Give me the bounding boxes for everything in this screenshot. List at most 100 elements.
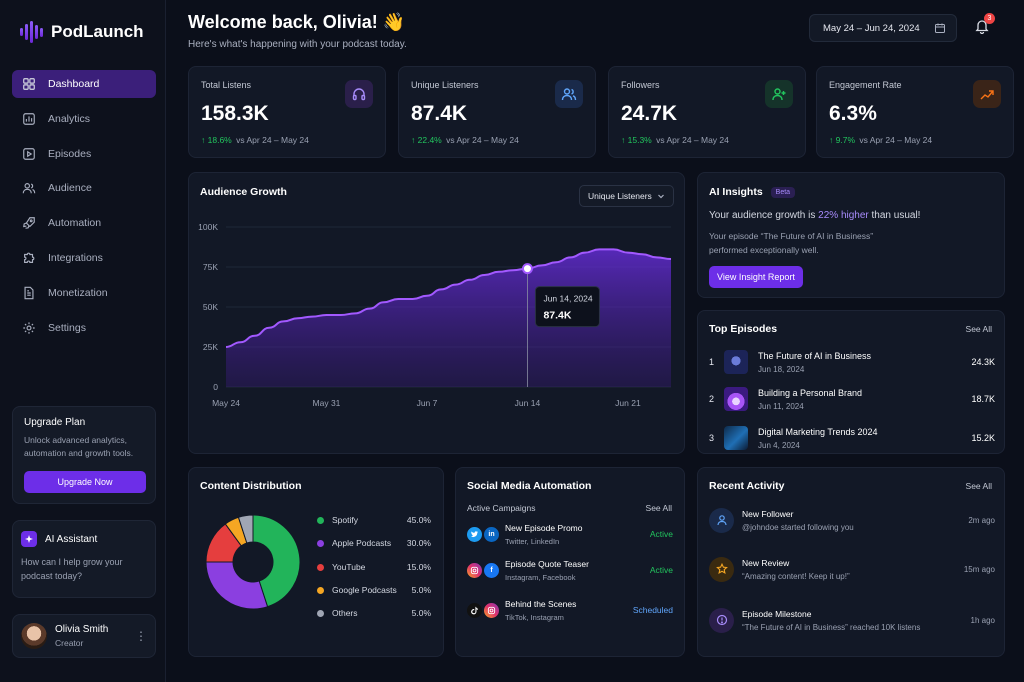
user-name: Olivia Smith (55, 624, 109, 635)
top-episodes-see-all-link[interactable]: See All (965, 324, 992, 334)
app-logo[interactable]: PodLaunch (20, 20, 144, 44)
legend-item: YouTube 15.0% (317, 560, 431, 574)
stat-value: 24.7K (621, 102, 678, 125)
user-role: Creator (55, 638, 84, 648)
date-range-picker[interactable]: May 24 – Jun 24, 2024 (809, 14, 957, 42)
campaigns-see-all-link[interactable]: See All (645, 503, 672, 513)
page-subtitle: Here's what's happening with your podcas… (188, 39, 407, 50)
user-profile[interactable]: Olivia Smith Creator ⋮ (12, 614, 156, 658)
stat-label: Unique Listeners (411, 80, 479, 90)
social-media-automation-card: Social Media Automation Active Campaigns… (455, 467, 685, 657)
episode-listens: 18.7K (971, 394, 995, 404)
episode-thumbnail (724, 426, 748, 450)
notifications-button[interactable]: 3 (974, 13, 995, 36)
more-options-icon[interactable]: ⋮ (135, 629, 147, 643)
social-automation-title: Social Media Automation (467, 480, 592, 492)
ai-spark-icon (21, 531, 37, 547)
campaign-platforms: Twitter, LinkedIn (505, 536, 560, 546)
activity-item[interactable]: New Follower @johndoe started following … (709, 505, 995, 535)
stat-value: 87.4K (411, 102, 468, 125)
activity-detail: “Amazing content! Keep it up!” (742, 571, 850, 581)
audience-growth-chart[interactable]: 0 25K 50K 75K 100K May 24 May 31 Jun 7 Jun 14 Jun… (189, 213, 686, 453)
avatar (21, 623, 47, 649)
episode-row[interactable]: 3 Digital Marketing Trends 2024 Jun 4, 2… (709, 423, 995, 453)
audience-growth-card: Audience Growth Unique Listeners 0 25K 50K… (188, 172, 685, 454)
sidebar-item-settings[interactable]: Settings (12, 314, 156, 342)
episode-date: Jun 4, 2024 (758, 440, 800, 450)
activity-item[interactable]: Episode Milestone “The Future of AI in B… (709, 605, 995, 635)
donut-slice (252, 514, 301, 608)
episode-thumbnail (724, 350, 748, 374)
facebook-icon: f (484, 562, 499, 578)
sidebar-item-label: Episodes (48, 147, 92, 160)
app-name: PodLaunch (51, 22, 144, 41)
grid-icon (23, 78, 35, 90)
x-tick-label: May 31 (313, 398, 341, 408)
welcome-header: Welcome back, Olivia! 👋 Here's what's ha… (188, 12, 407, 50)
sidebar-item-automation[interactable]: Automation (12, 209, 156, 237)
metric-dropdown[interactable]: Unique Listeners (579, 185, 674, 207)
star-icon (709, 556, 734, 582)
legend-item: Google Podcasts 5.0% (317, 583, 431, 597)
headphones-icon (345, 80, 373, 108)
tooltip-date: Jun 14, 2024 (543, 294, 592, 304)
main-content: Welcome back, Olivia! 👋 Here's what's ha… (166, 0, 1024, 682)
upgrade-title: Upgrade Plan (24, 417, 86, 428)
document-icon (24, 286, 34, 300)
sidebar: PodLaunch Dashboard Analytics Episodes A… (0, 0, 166, 682)
activity-time: 15m ago (963, 564, 995, 574)
campaign-status: Active (649, 529, 673, 539)
audience-growth-title: Audience Growth (200, 186, 287, 198)
stat-label: Total Listens (201, 80, 252, 90)
chart-tooltip (534, 286, 600, 328)
upgrade-now-button[interactable]: Upgrade Now (24, 471, 146, 493)
sidebar-item-monetization[interactable]: Monetization (12, 279, 156, 307)
campaign-platforms: TikTok, Instagram (505, 612, 564, 622)
sidebar-item-integrations[interactable]: Integrations (12, 244, 156, 272)
content-distribution-card: Content Distribution Spotify 45.0% Apple … (188, 467, 444, 657)
activity-item[interactable]: New Review “Amazing content! Keep it up!… (709, 554, 995, 584)
stat-delta: ↑ 9.7% vs Apr 24 – May 24 (829, 135, 933, 145)
ai-assistant-card[interactable]: AI Assistant How can I help grow your po… (12, 520, 156, 598)
episode-date: Jun 11, 2024 (758, 401, 804, 411)
legend-item: Spotify 45.0% (317, 513, 431, 527)
metric-dropdown-value: Unique Listeners (588, 191, 652, 201)
y-tick-label: 0 (213, 382, 218, 392)
sidebar-item-audience[interactable]: Audience (12, 174, 156, 202)
upgrade-plan-card: Upgrade Plan Unlock advanced analytics, … (12, 406, 156, 504)
y-tick-label: 50K (203, 302, 218, 312)
sidebar-item-dashboard[interactable]: Dashboard (12, 70, 156, 98)
users-icon (22, 183, 36, 194)
episode-listens: 24.3K (971, 357, 995, 367)
users-icon (555, 80, 583, 108)
twitter-icon (467, 526, 482, 542)
activity-time: 1h ago (970, 615, 995, 625)
campaign-row[interactable]: f Episode Quote Teaser Instagram, Facebo… (467, 556, 673, 584)
activity-time: 2m ago (968, 515, 995, 525)
episode-listens: 15.2K (971, 433, 995, 443)
donut-slice (237, 514, 254, 544)
ai-assistant-title: AI Assistant (45, 533, 98, 545)
x-tick-label: Jun 21 (615, 398, 641, 408)
sidebar-item-label: Integrations (48, 251, 103, 264)
sidebar-item-analytics[interactable]: Analytics (12, 105, 156, 133)
campaign-row[interactable]: in New Episode Promo Twitter, LinkedIn A… (467, 520, 673, 548)
beta-badge: Beta (770, 186, 796, 198)
stat-card-followers: Followers 24.7K ↑ 15.3% vs Apr 24 – May … (608, 66, 806, 158)
trend-up-icon (973, 80, 1001, 108)
hover-point (521, 263, 533, 275)
view-insight-report-button[interactable]: View Insight Report (709, 266, 803, 288)
episode-row[interactable]: 1 The Future of AI in Business Jun 18, 2… (709, 347, 995, 377)
stat-card-engagement-rate: Engagement Rate 6.3% ↑ 9.7% vs Apr 24 – … (816, 66, 1014, 158)
stat-value: 6.3% (829, 102, 877, 125)
sidebar-item-episodes[interactable]: Episodes (12, 140, 156, 168)
campaign-row[interactable]: Behind the Scenes TikTok, Instagram Sche… (467, 596, 673, 624)
episode-row[interactable]: 2 Building a Personal Brand Jun 11, 2024… (709, 384, 995, 414)
episode-thumbnail (724, 387, 748, 411)
activity-title: New Review (742, 557, 790, 568)
campaign-title: Episode Quote Teaser (505, 558, 589, 569)
ai-insights-title: AI Insights (709, 186, 763, 198)
activity-see-all-link[interactable]: See All (965, 481, 992, 491)
episode-rank: 2 (709, 394, 715, 404)
date-range-label: May 24 – Jun 24, 2024 (823, 22, 920, 34)
